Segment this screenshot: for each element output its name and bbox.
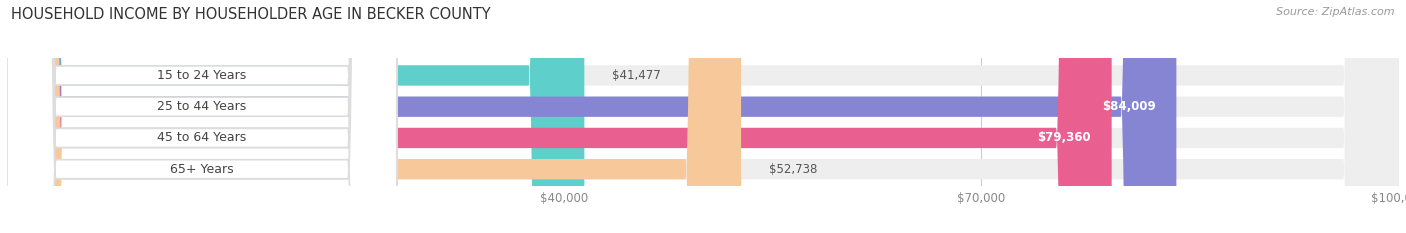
Text: $41,477: $41,477 <box>612 69 661 82</box>
FancyBboxPatch shape <box>7 0 1399 233</box>
FancyBboxPatch shape <box>7 0 585 233</box>
FancyBboxPatch shape <box>7 0 1112 233</box>
Text: 25 to 44 Years: 25 to 44 Years <box>157 100 246 113</box>
Text: $79,360: $79,360 <box>1038 131 1091 144</box>
Text: 45 to 64 Years: 45 to 64 Years <box>157 131 246 144</box>
Text: 15 to 24 Years: 15 to 24 Years <box>157 69 246 82</box>
FancyBboxPatch shape <box>7 0 396 233</box>
FancyBboxPatch shape <box>7 0 1177 233</box>
Text: $52,738: $52,738 <box>769 163 817 176</box>
FancyBboxPatch shape <box>7 0 396 233</box>
Text: $84,009: $84,009 <box>1102 100 1156 113</box>
FancyBboxPatch shape <box>7 0 741 233</box>
FancyBboxPatch shape <box>7 0 1399 233</box>
FancyBboxPatch shape <box>7 0 396 233</box>
Text: Source: ZipAtlas.com: Source: ZipAtlas.com <box>1277 7 1395 17</box>
Text: 65+ Years: 65+ Years <box>170 163 233 176</box>
FancyBboxPatch shape <box>7 0 1399 233</box>
FancyBboxPatch shape <box>7 0 396 233</box>
FancyBboxPatch shape <box>7 0 1399 233</box>
Text: HOUSEHOLD INCOME BY HOUSEHOLDER AGE IN BECKER COUNTY: HOUSEHOLD INCOME BY HOUSEHOLDER AGE IN B… <box>11 7 491 22</box>
